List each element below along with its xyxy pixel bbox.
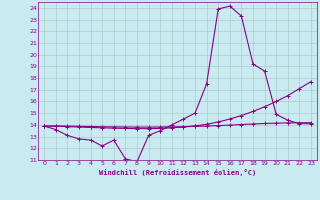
X-axis label: Windchill (Refroidissement éolien,°C): Windchill (Refroidissement éolien,°C) [99,169,256,176]
